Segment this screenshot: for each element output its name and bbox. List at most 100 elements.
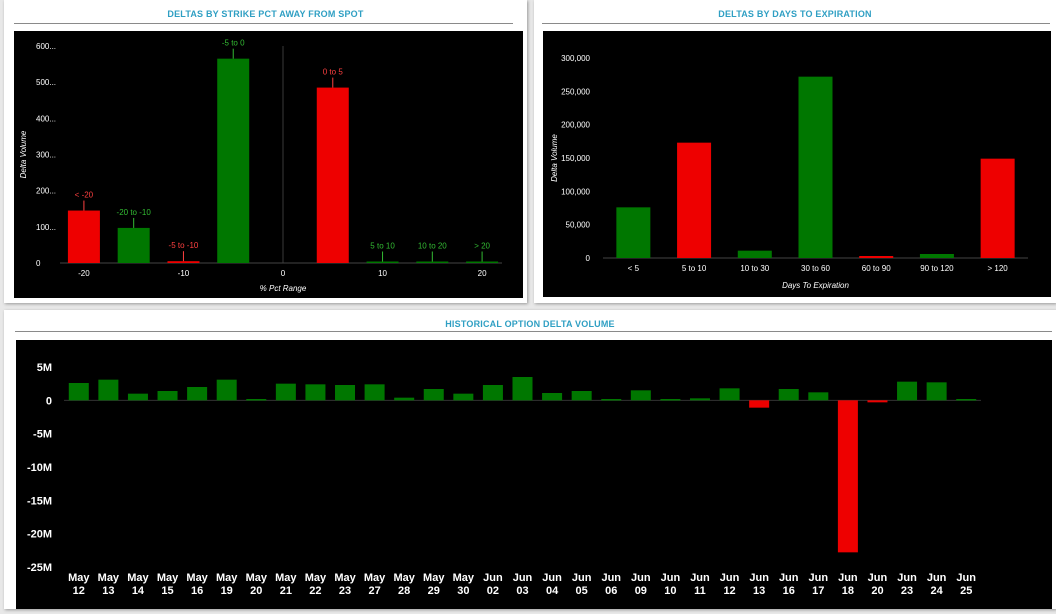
- bar: [335, 385, 356, 401]
- bar: [416, 261, 449, 263]
- x-tick-month: Jun: [601, 572, 621, 584]
- x-tick-month: Jun: [838, 572, 858, 584]
- x-tick-day: 20: [871, 585, 883, 597]
- bar: [897, 381, 918, 401]
- x-tick-month: Jun: [897, 572, 917, 584]
- bar: [571, 391, 592, 401]
- x-tick-day: 16: [783, 585, 795, 597]
- bar: [689, 398, 710, 401]
- x-tick-month: Jun: [809, 572, 829, 584]
- strike-chart-svg: 0 100... 200... 300... 400... 500... 600... -20…: [19, 39, 502, 293]
- bar: [453, 393, 474, 401]
- x-axis-label: Days To Expiration: [782, 281, 849, 290]
- x-tick-label: -10: [178, 269, 190, 278]
- y-tick-label: 200...: [36, 187, 56, 196]
- bar: [677, 142, 712, 258]
- bar: [366, 261, 399, 263]
- y-tick-label: 100,000: [561, 187, 590, 196]
- x-tick-month: May: [68, 572, 90, 584]
- x-tick-label: 90 to 120: [920, 264, 954, 273]
- strike-chart-area: 0 100... 200... 300... 400... 500... 600... -20…: [14, 31, 523, 298]
- bar: [157, 391, 178, 401]
- x-tick-month: May: [364, 572, 386, 584]
- x-tick-month: May: [127, 572, 149, 584]
- x-tick-day: 13: [753, 585, 765, 597]
- x-tick-day: 12: [723, 585, 735, 597]
- x-tick-label: < 5: [628, 264, 640, 273]
- x-tick-day: 25: [960, 585, 972, 597]
- x-tick-month: May: [157, 572, 179, 584]
- bar: [394, 397, 415, 401]
- history-panel-divider: [15, 331, 1052, 332]
- y-tick-label: -5M: [33, 429, 52, 441]
- bar: [187, 387, 208, 401]
- x-tick-month: Jun: [631, 572, 651, 584]
- days-chart-svg: 0 50,000 100,000 150,000 200,000 250,000 300,0…: [550, 54, 1028, 290]
- x-tick-day: 14: [132, 585, 145, 597]
- y-tick-label: 400...: [36, 114, 56, 123]
- bar: [778, 389, 799, 401]
- x-tick-day: 21: [280, 585, 292, 597]
- x-tick-label: 60 to 90: [862, 264, 891, 273]
- y-tick-label: 300...: [36, 151, 56, 160]
- x-tick-month: May: [393, 572, 415, 584]
- bar: [798, 76, 833, 258]
- x-tick-month: Jun: [542, 572, 562, 584]
- y-tick-label: -25M: [27, 562, 52, 574]
- x-tick-day: 19: [221, 585, 233, 597]
- x-tick-month: May: [216, 572, 238, 584]
- bar: [316, 87, 349, 263]
- strike-panel-title: DELTAS BY STRIKE PCT AWAY FROM SPOT: [167, 9, 364, 19]
- data-label: -5 to -10: [169, 241, 199, 250]
- bar: [616, 207, 651, 258]
- x-tick-day: 12: [73, 585, 85, 597]
- x-tick-label: -20: [78, 269, 90, 278]
- bar: [749, 400, 770, 408]
- strike-panel-divider: [14, 23, 513, 24]
- data-label: 0 to 5: [323, 68, 344, 77]
- x-tick-day: 23: [901, 585, 913, 597]
- bar: [808, 392, 829, 401]
- x-tick-day: 22: [309, 585, 321, 597]
- x-tick-day: 04: [546, 585, 559, 597]
- strike-panel: DELTAS BY STRIKE PCT AWAY FROM SPOT 0 100…: [4, 0, 527, 303]
- y-tick-label: -15M: [27, 495, 52, 507]
- y-axis-label: Delta Volume: [19, 130, 28, 178]
- bar: [859, 256, 894, 258]
- x-tick-day: 15: [161, 585, 173, 597]
- bar: [867, 400, 888, 403]
- x-tick-month: Jun: [513, 572, 533, 584]
- bar: [364, 384, 385, 401]
- history-panel-title: HISTORICAL OPTION DELTA VOLUME: [445, 319, 615, 329]
- bar: [837, 400, 858, 553]
- x-tick-month: Jun: [779, 572, 799, 584]
- x-tick-month: May: [453, 572, 475, 584]
- y-tick-label: -20M: [27, 529, 52, 541]
- x-tick-month: Jun: [749, 572, 769, 584]
- x-tick-day: 29: [428, 585, 440, 597]
- bar: [719, 388, 740, 401]
- bar: [423, 389, 444, 401]
- bar: [482, 385, 503, 401]
- y-tick-label: 200,000: [561, 121, 590, 130]
- x-tick-day: 02: [487, 585, 499, 597]
- bar: [980, 158, 1015, 258]
- x-tick-day: 24: [931, 585, 944, 597]
- x-tick-label: 5 to 10: [682, 264, 707, 273]
- history-chart-svg: 5M0-5M-10M-15M-20M-25MMay12May13May14May…: [27, 362, 981, 597]
- x-tick-day: 18: [842, 585, 854, 597]
- bar: [956, 399, 977, 401]
- x-tick-label: 10 to 30: [740, 264, 769, 273]
- x-tick-month: May: [275, 572, 297, 584]
- x-tick-label: > 120: [988, 264, 1009, 273]
- x-tick-day: 03: [516, 585, 528, 597]
- y-tick-label: 0: [46, 395, 52, 407]
- bar: [737, 250, 772, 258]
- x-tick-day: 27: [368, 585, 380, 597]
- x-tick-month: Jun: [956, 572, 976, 584]
- bar: [660, 399, 681, 401]
- y-axis-label: Delta Volume: [550, 134, 559, 182]
- bar: [98, 379, 119, 401]
- days-panel-title: DELTAS BY DAYS TO EXPIRATION: [718, 9, 872, 19]
- y-tick-label: 0: [36, 259, 41, 268]
